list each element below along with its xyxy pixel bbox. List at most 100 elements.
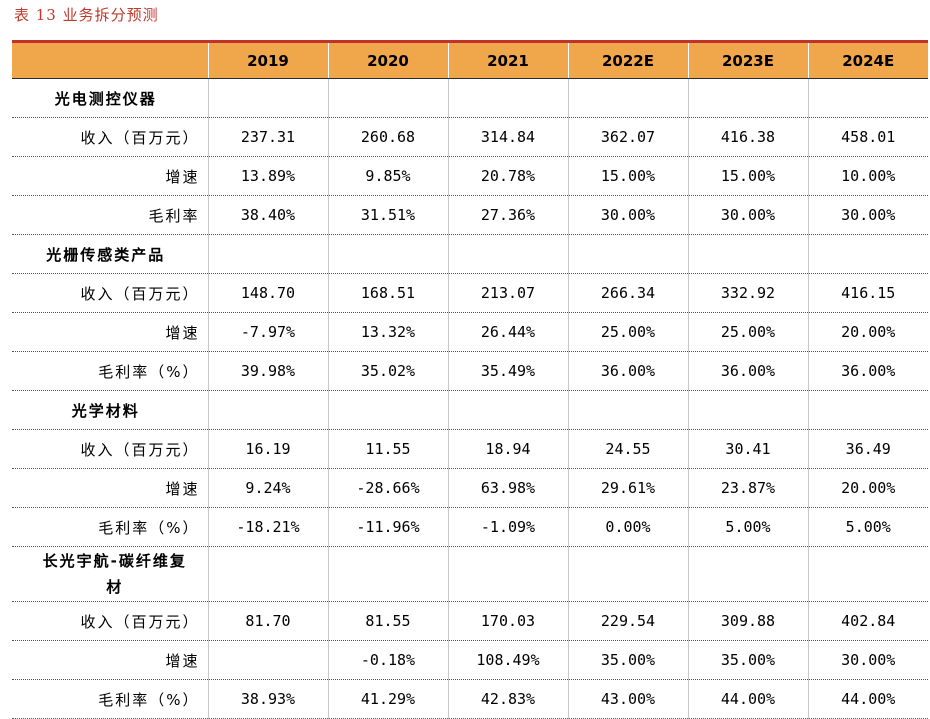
row-label: 增速 [12, 156, 208, 196]
row-label: 毛利率（%） [12, 507, 208, 547]
header-row: 2019 2020 2021 2022E 2023E 2024E [12, 41, 928, 79]
value-cell-2023e: 30.00% [687, 195, 808, 235]
row-label: 收入（百万元） [12, 273, 208, 313]
value-cell-2020: 41.29% [327, 679, 448, 719]
value-cell-2023e: 25.00% [687, 312, 808, 352]
row-label: 增速 [12, 468, 208, 508]
row-label: 收入（百万元） [12, 117, 208, 157]
value-cell-2024e: 20.00% [807, 468, 928, 508]
value-cell-2020 [327, 234, 448, 274]
row-label: 毛利率（%） [12, 351, 208, 391]
row-label: 收入（百万元） [12, 429, 208, 469]
section-title: 光电测控仪器 [12, 78, 208, 118]
value-cell-2020 [327, 390, 448, 430]
value-cell-2024e: 20.00% [807, 312, 928, 352]
value-cell-2021: 35.49% [447, 351, 568, 391]
value-cell-2023e [687, 546, 808, 602]
value-cell-2024e: 5.00% [807, 507, 928, 547]
value-cell-2021: 27.36% [447, 195, 568, 235]
value-cell-2024e: 36.49 [807, 429, 928, 469]
value-cell-2024e: 44.00% [807, 679, 928, 719]
value-cell-2022e: 30.00% [567, 195, 688, 235]
table-body: 光电测控仪器 收入（百万元） 237.31 260.68 314.84 362.07 416… [12, 78, 928, 719]
value-cell-2019 [207, 390, 328, 430]
value-cell-2023e [687, 390, 808, 430]
value-cell-2021: -1.09% [447, 507, 568, 547]
forecast-table: 2019 2020 2021 2022E 2023E 2024E 光电测控仪器收… [12, 40, 928, 719]
value-cell-2022e [567, 78, 688, 118]
value-cell-2020: 11.55 [327, 429, 448, 469]
value-cell-2019: 38.93% [207, 679, 328, 719]
value-cell-2024e: 416.15 [807, 273, 928, 313]
value-cell-2019 [207, 78, 328, 118]
value-cell-2022e: 0.00% [567, 507, 688, 547]
value-cell-2019: 39.98% [207, 351, 328, 391]
value-cell-2023e: 309.88 [687, 601, 808, 641]
section-title: 光学材料 [12, 390, 208, 430]
value-cell-2024e: 30.00% [807, 640, 928, 680]
section-row: 光电测控仪器 [12, 78, 928, 118]
section-title: 长光宇航-碳纤维复材 [12, 546, 208, 602]
value-cell-2020: 13.32% [327, 312, 448, 352]
value-cell-2021 [447, 390, 568, 430]
value-cell-2021: 108.49% [447, 640, 568, 680]
value-cell-2022e: 43.00% [567, 679, 688, 719]
business-forecast-table: 2019 2020 2021 2022E 2023E 2024E 光电测控仪器收… [12, 40, 928, 719]
value-cell-2024e [807, 78, 928, 118]
value-cell-2020 [327, 78, 448, 118]
table-row: 收入（百万元） 81.70 81.55 170.03 229.54 309.88 402.8… [12, 601, 928, 641]
row-label: 收入（百万元） [12, 601, 208, 641]
value-cell-2024e: 402.84 [807, 601, 928, 641]
value-cell-2022e: 25.00% [567, 312, 688, 352]
value-cell-2023e [687, 234, 808, 274]
header-cell-2021: 2021 [447, 41, 568, 79]
section-row: 光栅传感类产品 [12, 234, 928, 274]
value-cell-2023e: 15.00% [687, 156, 808, 196]
value-cell-2020: 35.02% [327, 351, 448, 391]
value-cell-2023e: 416.38 [687, 117, 808, 157]
header-cell-2023e: 2023E [687, 41, 808, 79]
value-cell-2020: 31.51% [327, 195, 448, 235]
value-cell-2022e: 29.61% [567, 468, 688, 508]
value-cell-2024e: 10.00% [807, 156, 928, 196]
value-cell-2019: -18.21% [207, 507, 328, 547]
value-cell-2022e: 362.07 [567, 117, 688, 157]
section-title: 光栅传感类产品 [12, 234, 208, 274]
header-cell-2024e: 2024E [807, 41, 928, 79]
table-row: 收入（百万元） 148.70 168.51 213.07 266.34 332.92 416… [12, 273, 928, 313]
table-row: 增速 -0.18% 108.49% 35.00% 35.00% 30.00% [12, 640, 928, 680]
value-cell-2024e [807, 234, 928, 274]
value-cell-2022e: 35.00% [567, 640, 688, 680]
value-cell-2024e: 36.00% [807, 351, 928, 391]
value-cell-2021: 42.83% [447, 679, 568, 719]
value-cell-2020: -11.96% [327, 507, 448, 547]
value-cell-2023e: 23.87% [687, 468, 808, 508]
value-cell-2020: 9.85% [327, 156, 448, 196]
table-row: 增速 9.24% -28.66% 63.98% 29.61% 23.87% 20.00% [12, 468, 928, 508]
header-cell-2020: 2020 [327, 41, 448, 79]
section-row: 光学材料 [12, 390, 928, 430]
table-row: 收入（百万元） 16.19 11.55 18.94 24.55 30.41 36.49 [12, 429, 928, 469]
value-cell-2021: 63.98% [447, 468, 568, 508]
value-cell-2019: 237.31 [207, 117, 328, 157]
value-cell-2024e: 30.00% [807, 195, 928, 235]
value-cell-2023e: 35.00% [687, 640, 808, 680]
value-cell-2024e [807, 390, 928, 430]
value-cell-2023e: 332.92 [687, 273, 808, 313]
value-cell-2021: 20.78% [447, 156, 568, 196]
value-cell-2019: 81.70 [207, 601, 328, 641]
value-cell-2021: 26.44% [447, 312, 568, 352]
row-label: 增速 [12, 312, 208, 352]
value-cell-2020: -28.66% [327, 468, 448, 508]
value-cell-2019: 13.89% [207, 156, 328, 196]
value-cell-2021: 18.94 [447, 429, 568, 469]
value-cell-2023e [687, 78, 808, 118]
value-cell-2019: 16.19 [207, 429, 328, 469]
value-cell-2019: 38.40% [207, 195, 328, 235]
value-cell-2020: -0.18% [327, 640, 448, 680]
header-cell-label [12, 41, 208, 79]
value-cell-2020: 260.68 [327, 117, 448, 157]
value-cell-2019 [207, 546, 328, 602]
header-cell-2019: 2019 [207, 41, 328, 79]
header-cell-2022e: 2022E [567, 41, 688, 79]
